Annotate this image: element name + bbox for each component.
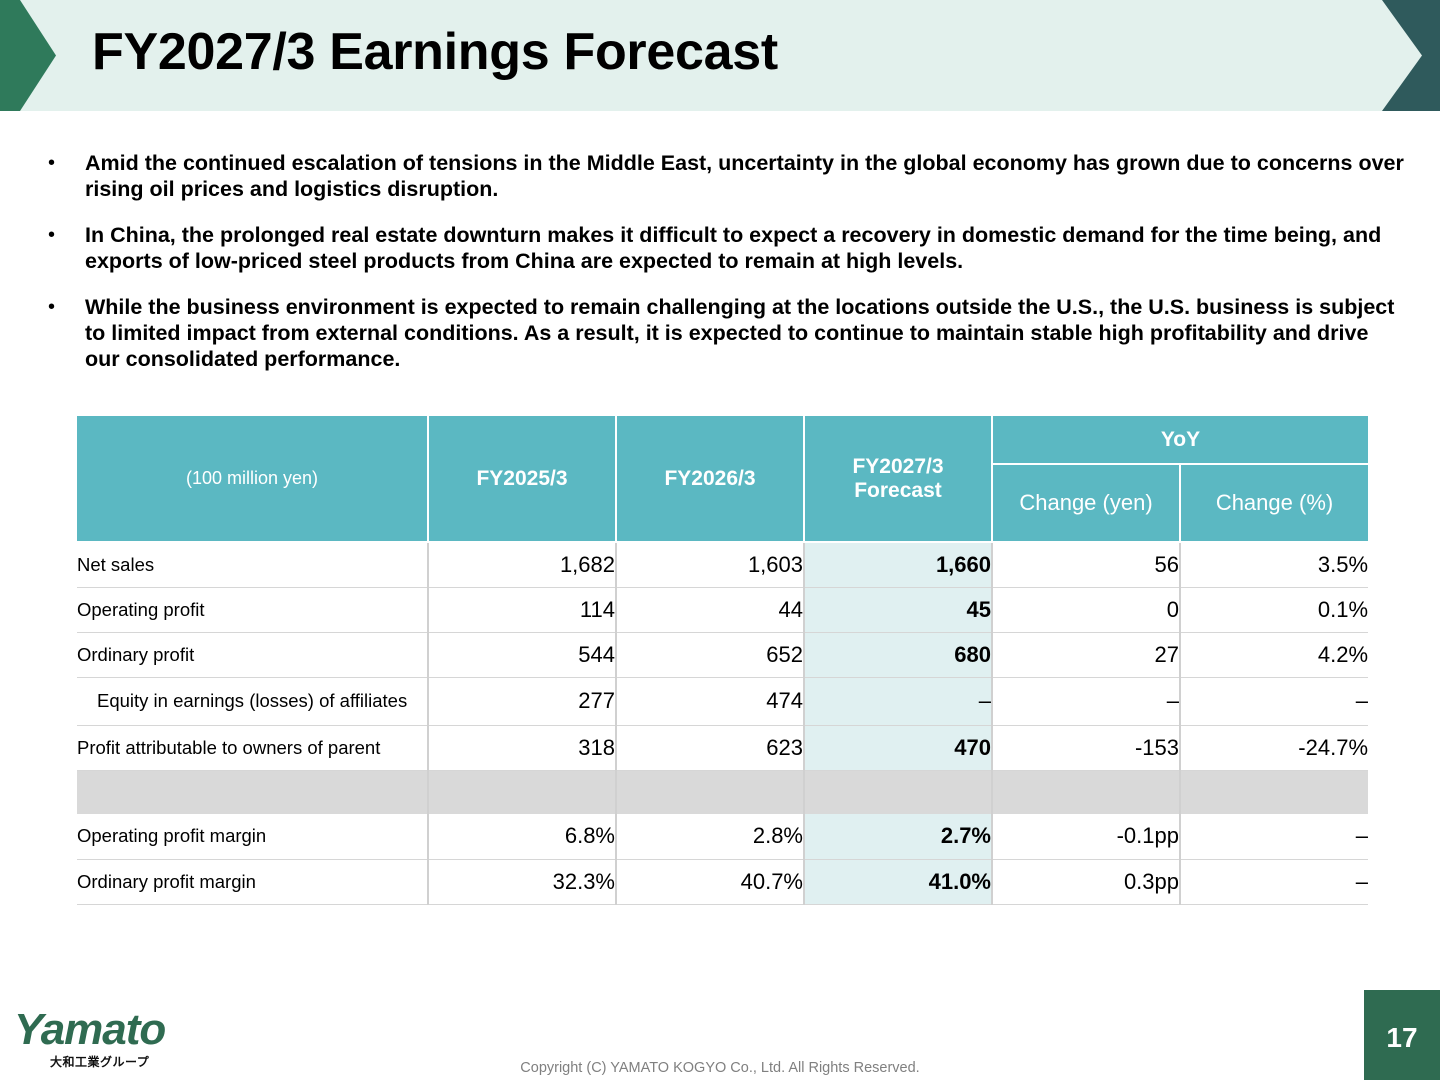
bullet-text: In China, the prolonged real estate down… xyxy=(85,223,1382,273)
cell-change-yen: 56 xyxy=(991,542,1180,588)
cell-fy2026: 474 xyxy=(615,677,804,726)
cell-fy2025: 1,682 xyxy=(427,542,616,588)
summary-bullets: • Amid the continued escalation of tensi… xyxy=(48,150,1408,392)
table-row: Net sales 1,682 1,603 1,660 56 3.5% xyxy=(77,542,1369,588)
page-title: FY2027/3 Earnings Forecast xyxy=(92,23,778,81)
spacer-cell xyxy=(77,770,428,814)
row-label: Operating profit xyxy=(77,587,428,633)
cell-forecast: 41.0% xyxy=(803,859,992,905)
cell-forecast: 470 xyxy=(803,725,992,771)
title-band: FY2027/3 Earnings Forecast xyxy=(0,0,1440,111)
cell-fy2025: 318 xyxy=(427,725,616,771)
cell-change-pct: 0.1% xyxy=(1178,587,1369,633)
col-header-change-pct: Change (%) xyxy=(1180,464,1369,543)
cell-change-yen: 27 xyxy=(991,632,1180,678)
forecast-header-line1: FY2027/3 xyxy=(852,454,944,478)
cell-change-yen: -0.1pp xyxy=(991,814,1180,860)
bullet-dot: • xyxy=(48,224,56,246)
logo-wordmark: Yamato xyxy=(14,1005,165,1054)
cell-change-pct: – xyxy=(1178,677,1369,726)
cell-fy2026: 44 xyxy=(615,587,804,633)
cell-change-pct: – xyxy=(1178,859,1369,905)
yamato-logo: Yamato xyxy=(14,1005,166,1054)
cell-change-pct: -24.7% xyxy=(1178,725,1369,771)
cell-fy2025: 6.8% xyxy=(427,814,616,860)
cell-fy2026: 623 xyxy=(615,725,804,771)
row-label: Operating profit margin xyxy=(77,814,428,860)
cell-change-pct: – xyxy=(1178,814,1369,860)
bullet-text: While the business environment is expect… xyxy=(85,295,1395,371)
cell-fy2026: 652 xyxy=(615,632,804,678)
cell-fy2025: 544 xyxy=(427,632,616,678)
spacer-cell xyxy=(427,770,616,814)
cell-change-pct: 3.5% xyxy=(1178,542,1369,588)
col-header-fy2025: FY2025/3 xyxy=(428,416,617,543)
bullet-dot: • xyxy=(48,152,56,174)
cell-forecast: – xyxy=(803,677,992,726)
row-label: Ordinary profit margin xyxy=(77,859,428,905)
cell-fy2026: 2.8% xyxy=(615,814,804,860)
cell-forecast: 1,660 xyxy=(803,542,992,588)
col-header-yoy: YoY xyxy=(992,416,1369,465)
table-row: Equity in earnings (losses) of affiliate… xyxy=(77,677,1369,726)
spacer-cell xyxy=(803,770,992,814)
cell-fy2026: 1,603 xyxy=(615,542,804,588)
table-row: Operating profit margin 6.8% 2.8% 2.7% -… xyxy=(77,814,1369,860)
bullet-item: • In China, the prolonged real estate do… xyxy=(48,222,1408,274)
cell-change-yen: 0.3pp xyxy=(991,859,1180,905)
bullet-item: • While the business environment is expe… xyxy=(48,294,1408,372)
cell-forecast: 2.7% xyxy=(803,814,992,860)
row-label: Profit attributable to owners of parent xyxy=(77,725,428,771)
cell-fy2025: 114 xyxy=(427,587,616,633)
col-header-change-yen: Change (yen) xyxy=(992,464,1181,543)
table-row: Operating profit 114 44 45 0 0.1% xyxy=(77,587,1369,633)
cell-change-yen: – xyxy=(991,677,1180,726)
logo-subtitle: 大和工業グループ xyxy=(50,1055,150,1069)
bullet-item: • Amid the continued escalation of tensi… xyxy=(48,150,1408,202)
row-label: Net sales xyxy=(77,542,428,588)
cell-change-yen: -153 xyxy=(991,725,1180,771)
forecast-header-line2: Forecast xyxy=(854,478,942,502)
row-label: Equity in earnings (losses) of affiliate… xyxy=(77,677,428,726)
col-header-fy2026: FY2026/3 xyxy=(616,416,805,543)
cell-fy2026: 40.7% xyxy=(615,859,804,905)
cell-fy2025: 32.3% xyxy=(427,859,616,905)
table-row: Profit attributable to owners of parent … xyxy=(77,725,1369,771)
cell-forecast: 680 xyxy=(803,632,992,678)
table-row: Ordinary profit margin 32.3% 40.7% 41.0%… xyxy=(77,859,1369,905)
right-chevron-shape xyxy=(1382,0,1440,111)
cell-fy2025: 277 xyxy=(427,677,616,726)
page-number-badge: 17 xyxy=(1364,990,1440,1080)
spacer-cell xyxy=(1178,770,1369,814)
cell-forecast: 45 xyxy=(803,587,992,633)
spacer-cell xyxy=(991,770,1180,814)
cell-change-pct: 4.2% xyxy=(1178,632,1369,678)
bullet-dot: • xyxy=(48,296,56,318)
unit-header: (100 million yen) xyxy=(77,416,429,543)
bullet-text: Amid the continued escalation of tension… xyxy=(85,151,1404,201)
row-label: Ordinary profit xyxy=(77,632,428,678)
earnings-table: (100 million yen) FY2025/3 FY2026/3 FY20… xyxy=(77,416,1369,905)
col-header-forecast: FY2027/3 Forecast xyxy=(804,416,993,543)
cell-change-yen: 0 xyxy=(991,587,1180,633)
spacer-row xyxy=(77,770,1369,814)
copyright-text: Copyright (C) YAMATO KOGYO Co., Ltd. All… xyxy=(520,1060,920,1076)
left-chevron-shape xyxy=(0,0,56,111)
spacer-cell xyxy=(615,770,804,814)
table-row: Ordinary profit 544 652 680 27 4.2% xyxy=(77,632,1369,678)
